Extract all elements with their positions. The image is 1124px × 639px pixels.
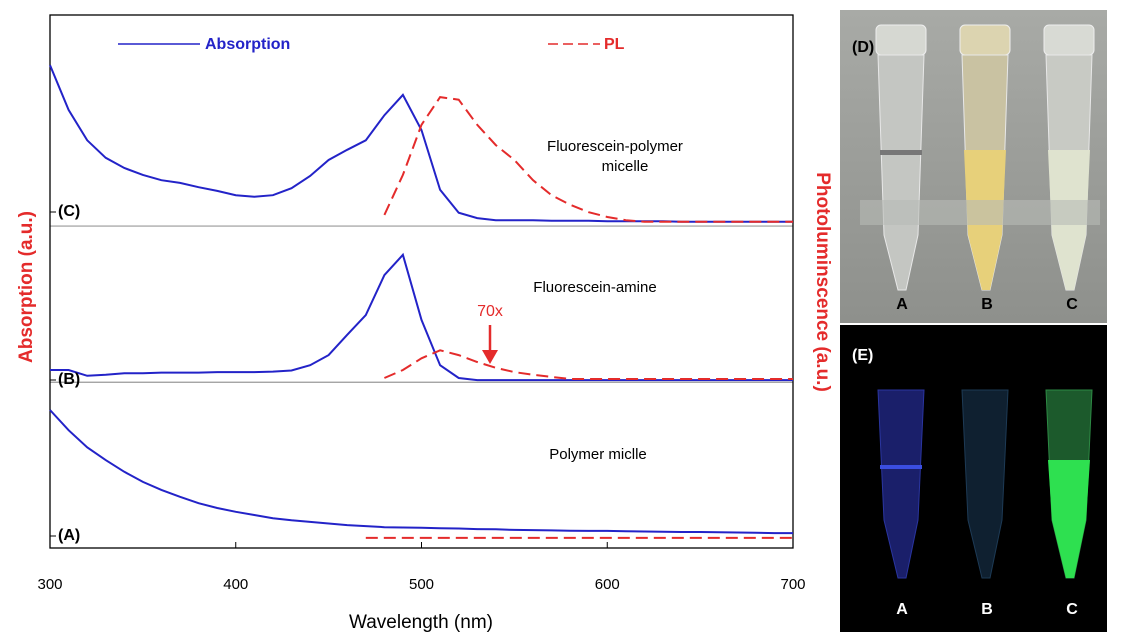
panel-label: (A) [58, 527, 80, 544]
marker-label: 70x [477, 303, 503, 320]
legend-label: Absorption [205, 36, 290, 53]
x-tick-label: 400 [223, 576, 248, 593]
pl-line [384, 349, 793, 380]
plot-frame [49, 14, 794, 549]
tube-label: B [981, 296, 993, 313]
y2-axis-label: Photoluminscence (a.u.) [812, 172, 833, 392]
tube-label: C [1066, 296, 1078, 313]
absorption-line [50, 252, 793, 382]
x-tick-label: 700 [780, 576, 805, 593]
photo-label: (E) [852, 347, 873, 364]
panel-label: (B) [58, 371, 80, 388]
x-tick-label: 600 [595, 576, 620, 593]
legend-label: PL [604, 36, 625, 53]
y-axis-label: Absorption (a.u.) [16, 211, 37, 363]
tube-label: B [981, 601, 993, 618]
photo-label: (D) [852, 39, 874, 56]
annotation: Fluorescein-amine [533, 279, 656, 296]
tubes-d [860, 24, 1100, 291]
annotation: micelle [602, 158, 649, 175]
annotation: Polymer miclle [549, 446, 647, 463]
tube-label: C [1066, 601, 1078, 618]
annotation: Fluorescein-polymer [547, 138, 683, 155]
pl-line [383, 96, 793, 223]
x-tick-label: 300 [37, 576, 62, 593]
panel-label: (C) [58, 203, 80, 220]
marker-arrow-head [482, 350, 498, 364]
tube-label: A [896, 296, 908, 313]
x-axis-label: Wavelength (nm) [349, 612, 493, 633]
absorption-line [49, 409, 793, 535]
tubes-e [877, 389, 1093, 579]
x-tick-label: 500 [409, 576, 434, 593]
tube-label: A [896, 601, 908, 618]
